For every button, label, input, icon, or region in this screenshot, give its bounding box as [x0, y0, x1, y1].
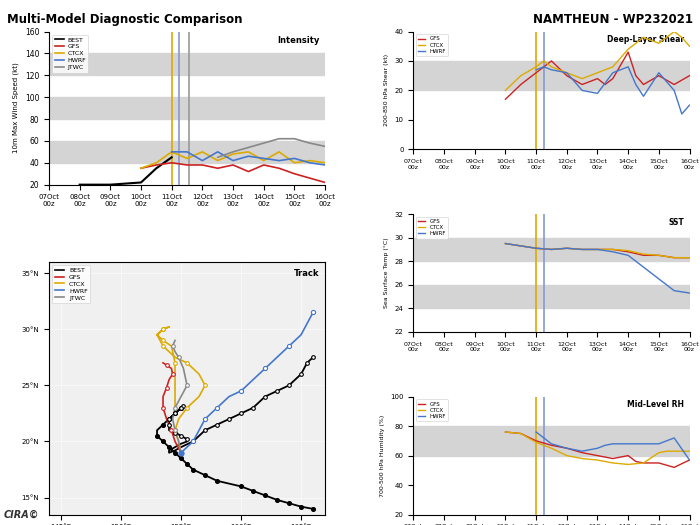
Point: [169, 359, 181, 367]
Bar: [414, 238, 690, 261]
Legend: GFS, CTCX, HWRF: GFS, CTCX, HWRF: [416, 217, 448, 238]
Point: [181, 404, 193, 412]
Point: [188, 437, 199, 446]
Point: [188, 465, 199, 474]
Point: [176, 404, 187, 412]
Point: [163, 415, 174, 423]
Point: [284, 381, 295, 390]
Bar: [414, 285, 690, 308]
Point: [199, 471, 211, 479]
Point: [260, 364, 271, 373]
Point: [169, 409, 181, 417]
Point: [163, 415, 174, 423]
Point: [272, 387, 283, 395]
Text: SST: SST: [668, 218, 684, 227]
Point: [176, 448, 187, 457]
Bar: [414, 426, 690, 456]
Point: [181, 460, 193, 468]
Text: NAMTHEUN - WP232021: NAMTHEUN - WP232021: [533, 13, 693, 26]
Point: [307, 308, 318, 317]
Point: [181, 381, 193, 390]
Legend: GFS, CTCX, HWRF: GFS, CTCX, HWRF: [416, 400, 448, 421]
Point: [176, 448, 187, 457]
Text: Multi-Model Diagnostic Comparison: Multi-Model Diagnostic Comparison: [7, 13, 242, 26]
Point: [176, 448, 187, 457]
Point: [307, 505, 318, 513]
Bar: [49, 141, 325, 163]
Point: [176, 448, 187, 457]
Point: [158, 325, 169, 333]
Text: Track: Track: [294, 269, 320, 278]
Legend: GFS, CTCX, HWRF: GFS, CTCX, HWRF: [416, 34, 448, 56]
Point: [199, 426, 211, 435]
Point: [161, 383, 172, 392]
Point: [295, 370, 307, 379]
Point: [199, 381, 211, 390]
Point: [211, 477, 223, 485]
Legend: BEST, GFS, CTCX, HWRF, JTWC: BEST, GFS, CTCX, HWRF, JTWC: [52, 265, 90, 303]
Point: [158, 404, 169, 412]
Y-axis label: 10m Max Wind Speed (kt): 10m Max Wind Speed (kt): [13, 62, 19, 153]
Point: [176, 448, 187, 457]
Text: CIRA©: CIRA©: [4, 510, 39, 520]
Bar: [49, 97, 325, 119]
Point: [151, 432, 162, 440]
Point: [158, 437, 169, 446]
Y-axis label: 200-850 hPa Shear (kt): 200-850 hPa Shear (kt): [384, 55, 389, 127]
Point: [161, 361, 172, 369]
Point: [272, 496, 283, 504]
Point: [302, 359, 313, 367]
Point: [176, 454, 187, 463]
Point: [188, 437, 199, 446]
Point: [169, 409, 181, 417]
Point: [158, 342, 169, 350]
Point: [158, 325, 169, 333]
Point: [169, 426, 181, 435]
Point: [167, 370, 178, 379]
Point: [295, 502, 307, 511]
Point: [260, 392, 271, 401]
Point: [176, 432, 187, 440]
Point: [223, 415, 235, 423]
Legend: BEST, GFS, CTCX, HWRF, JTWC: BEST, GFS, CTCX, HWRF, JTWC: [52, 35, 88, 73]
Point: [284, 342, 295, 350]
Y-axis label: 700-500 hPa Humidity (%): 700-500 hPa Humidity (%): [379, 414, 384, 497]
Point: [199, 415, 211, 423]
Point: [173, 353, 184, 361]
Text: Intensity: Intensity: [277, 36, 320, 45]
Point: [307, 353, 318, 361]
Point: [284, 499, 295, 508]
Point: [169, 426, 181, 435]
Bar: [414, 61, 690, 90]
Point: [211, 421, 223, 429]
Point: [158, 421, 169, 429]
Point: [163, 421, 174, 429]
Point: [248, 487, 259, 495]
Point: [158, 336, 169, 344]
Point: [260, 491, 271, 500]
Text: Deep-Layer Shear: Deep-Layer Shear: [607, 35, 684, 44]
Point: [169, 404, 181, 412]
Point: [178, 401, 189, 410]
Y-axis label: Sea Surface Temp (°C): Sea Surface Temp (°C): [384, 238, 389, 308]
Point: [169, 428, 181, 437]
Point: [176, 404, 187, 412]
Point: [166, 426, 177, 435]
Point: [235, 387, 246, 395]
Point: [235, 409, 246, 417]
Point: [235, 482, 246, 491]
Point: [211, 404, 223, 412]
Bar: [49, 54, 325, 75]
Point: [163, 443, 174, 452]
Point: [248, 404, 259, 412]
Point: [169, 448, 181, 457]
Point: [181, 435, 193, 444]
Point: [181, 359, 193, 367]
Point: [167, 342, 178, 350]
Text: Mid-Level RH: Mid-Level RH: [627, 400, 684, 409]
